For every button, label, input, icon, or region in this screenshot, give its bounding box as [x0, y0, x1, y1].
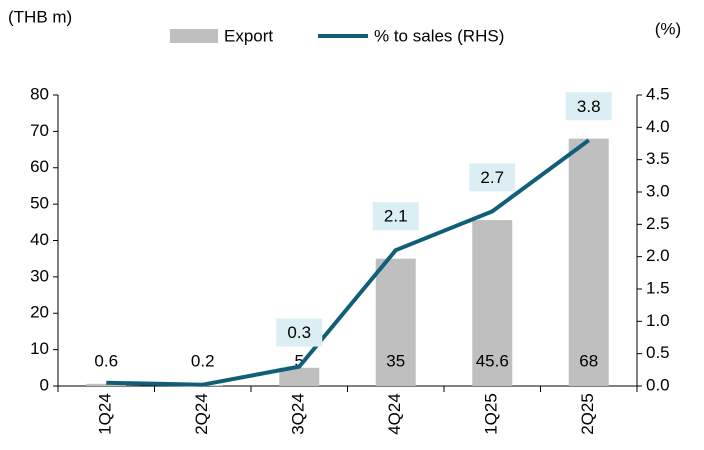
- bar-value-label: 35: [386, 351, 405, 370]
- bar-value-label: 0.2: [191, 351, 215, 370]
- value-label-box: [565, 92, 612, 121]
- x-tick-label: 1Q24: [96, 393, 115, 435]
- value-label-box: [372, 202, 419, 231]
- x-tick-label: 3Q24: [289, 393, 308, 435]
- y2-axis-label: (%): [655, 19, 681, 38]
- bar-value-label: 5: [295, 351, 304, 370]
- y-axis-label: (THB m): [8, 7, 72, 26]
- legend-label: Export: [224, 26, 273, 45]
- y-tick-label: 70: [30, 121, 49, 140]
- legend-swatch: [170, 29, 218, 43]
- bar-value-label: 0.6: [94, 351, 118, 370]
- y2-tick-label: 1.0: [646, 311, 670, 330]
- y-tick-label: 0: [40, 375, 49, 394]
- x-tick-label: 1Q25: [482, 393, 501, 435]
- y2-tick-label: 4.0: [646, 117, 670, 136]
- y-tick-label: 60: [30, 157, 49, 176]
- line: [106, 138, 590, 387]
- y2-tick-label: 3.5: [646, 149, 670, 168]
- y-tick-label: 50: [30, 194, 49, 213]
- y2-tick-label: 2.5: [646, 214, 670, 233]
- x-tick-label: 2Q24: [192, 393, 211, 435]
- bar-value-label: 45.6: [476, 351, 509, 370]
- y2-tick-label: 4.5: [646, 84, 670, 103]
- line-value-label: 2.1: [384, 207, 408, 226]
- y2-tick-label: 1.5: [646, 278, 670, 297]
- y-tick-label: 20: [30, 303, 49, 322]
- bar: [472, 220, 513, 386]
- line-value-label: 3.8: [577, 97, 601, 116]
- legend-label: % to sales (RHS): [374, 26, 504, 45]
- y-tick-label: 10: [30, 339, 49, 358]
- line-value-label: 0.3: [287, 323, 311, 342]
- y-tick-label: 30: [30, 266, 49, 285]
- value-label-box: [469, 163, 516, 192]
- bar: [279, 367, 320, 386]
- bar: [375, 258, 416, 386]
- y-tick-label: 40: [30, 230, 49, 249]
- x-tick-label: 4Q24: [385, 393, 404, 435]
- bar: [568, 138, 609, 386]
- y2-tick-label: 3.0: [646, 181, 670, 200]
- line-value-label: 2.7: [480, 168, 504, 187]
- x-tick-label: 2Q25: [578, 393, 597, 435]
- bar: [86, 383, 127, 386]
- y2-tick-label: 2.0: [646, 246, 670, 265]
- y2-tick-label: 0.0: [646, 375, 670, 394]
- y2-tick-label: 0.5: [646, 343, 670, 362]
- y-tick-label: 80: [30, 84, 49, 103]
- bar-value-label: 68: [579, 351, 598, 370]
- value-label-box: [276, 318, 323, 347]
